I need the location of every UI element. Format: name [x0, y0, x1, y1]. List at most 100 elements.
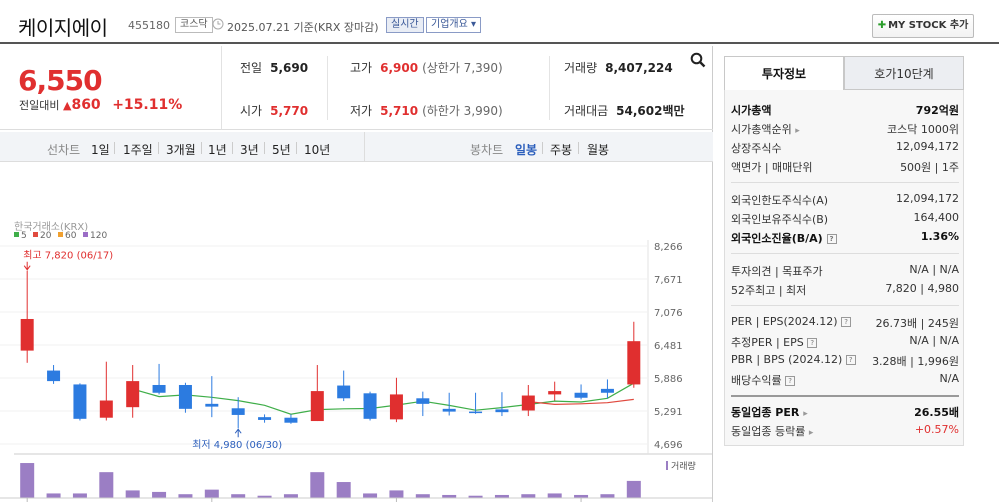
low-label: 저가: [350, 104, 373, 118]
period-3y[interactable]: 3년: [240, 143, 259, 157]
ma-legend-swatch: [14, 232, 19, 237]
plus-icon: ✚: [877, 20, 887, 31]
foreign-limit-row: 외국인한도주식수(A) 12,094,172: [731, 192, 959, 209]
volume-legend-swatch: [666, 461, 668, 470]
help-icon[interactable]: ?: [807, 338, 818, 348]
industry-per-link[interactable]: 동일업종 PER ▸: [731, 404, 808, 420]
candlestick-chart: 한국거래소(KRX) 5 20 60 120 8,266 7,671 7,076 6,481 5,…: [0, 172, 713, 502]
est-per-row: 추정PER | EPS ? N/A | N/A: [731, 334, 959, 351]
volume-label: 거래량: [564, 61, 598, 75]
industry-per-label: 동일업종 PER: [731, 406, 800, 419]
change-percent: +15.11%: [112, 97, 183, 113]
trade-value-label: 거래대금: [564, 104, 609, 118]
volume-cell: 거래량 8,407,224: [564, 59, 673, 76]
high-arrow: [23, 261, 31, 271]
help-icon[interactable]: ?: [841, 317, 852, 327]
candle-body: [469, 411, 483, 414]
date-basis: 2025.07.21 기준(KRX 장마감): [227, 21, 379, 34]
candle-body: [627, 341, 641, 385]
volume-value: 8,407,224: [605, 61, 673, 75]
ma-legend-swatch: [58, 232, 63, 237]
industry-rate-link[interactable]: 동일업종 등락률 ▸: [731, 423, 813, 439]
company-overview-label: 기업개요: [431, 19, 468, 30]
period-10y[interactable]: 10년: [304, 143, 331, 157]
per-row: PER | EPS(2024.12) ? 26.73배 | 245원: [731, 315, 959, 332]
period-1w[interactable]: 1주일: [123, 143, 153, 157]
volume-bar: [46, 493, 61, 498]
chart-svg: 한국거래소(KRX)5 20 60 120 8,266 7,671 7,076 6,481 5,…: [0, 221, 713, 502]
candle-body: [231, 408, 245, 415]
volume-legend-label: 거래량: [671, 460, 696, 472]
shares-row: 상장주식수 12,094,172: [731, 140, 959, 157]
trade-value-unit: 백만: [662, 104, 685, 118]
period-3m[interactable]: 3개월: [166, 143, 196, 157]
mystock-label: MY STOCK 추가: [888, 20, 969, 31]
volume-bar: [363, 493, 378, 498]
low-annotation: 최저 4,980 (06/30): [192, 439, 282, 451]
candle-daily[interactable]: 일봉: [515, 143, 538, 157]
prev-close-cell: 전일 5,690: [240, 59, 308, 76]
help-icon[interactable]: ?: [826, 234, 837, 244]
industry-per-row: 동일업종 PER ▸ 26.55배: [731, 404, 959, 421]
volume-bar: [257, 495, 272, 498]
candle-weekly[interactable]: 주봉: [550, 143, 573, 157]
realtime-button[interactable]: 실시간: [386, 17, 424, 33]
tab-investment-info[interactable]: 투자정보: [724, 56, 844, 90]
prev-close-value: 5,690: [270, 61, 309, 75]
ma20-line: [528, 398, 634, 406]
candle-body: [389, 394, 403, 420]
foreign-limit-value: 12,094,172: [896, 192, 959, 205]
w52-value: 7,820 | 4,980: [885, 282, 959, 295]
investment-info-panel: 투자정보 호가10단계 시가총액 792억원 시가총액순위 ▸ 코스닥 1000…: [724, 56, 964, 446]
candle-body: [416, 398, 430, 404]
dividend-value: N/A: [939, 372, 959, 385]
mystock-add-button[interactable]: ✚ MY STOCK 추가: [872, 14, 974, 38]
opinion-row: 투자의견 | 목표주가 N/A | N/A: [731, 263, 959, 280]
help-icon[interactable]: ?: [845, 355, 856, 365]
company-overview-dropdown[interactable]: 기업개요 ▾: [426, 17, 482, 33]
open-value: 5,770: [270, 104, 309, 118]
face-value-value: 500원 | 1주: [900, 161, 959, 174]
y-tick-label: 4,696: [654, 440, 683, 451]
foreign-hold-label: 외국인보유주식수(B): [731, 213, 829, 226]
open-cell: 시가 5,770: [240, 102, 308, 119]
current-price: 6,550: [18, 64, 103, 97]
shares-value: 12,094,172: [896, 140, 959, 153]
candle-body: [548, 391, 562, 395]
candle-body: [152, 384, 166, 393]
foreign-hold-value: 164,400: [913, 211, 960, 224]
per-label-wrap: PER | EPS(2024.12) ?: [731, 315, 852, 328]
period-5y[interactable]: 5년: [272, 143, 291, 157]
candle-body: [495, 409, 509, 413]
cap-rank-link[interactable]: 시가총액순위 ▸: [731, 121, 800, 137]
caret-right-icon: ▸: [795, 126, 800, 136]
ma-legend-label: 20: [40, 231, 52, 241]
candle-monthly[interactable]: 월봉: [587, 143, 610, 157]
lower-limit: (하한가 3,990): [422, 104, 503, 118]
candle-body: [258, 417, 272, 420]
candle-body: [20, 318, 34, 351]
price-change: 전일대비 ▲860 +15.11%: [19, 97, 182, 113]
candle-body: [99, 400, 113, 418]
candle-body: [363, 393, 377, 419]
volume-bar: [99, 472, 114, 498]
period-1y[interactable]: 1년: [208, 143, 227, 157]
stock-header: 케이지에이 455180 코스닥 2025.07.21 기준(KRX 장마감) …: [0, 0, 999, 44]
y-tick-label: 5,886: [654, 374, 683, 385]
volume-bar: [574, 494, 589, 498]
volume-bar: [468, 495, 483, 498]
company-name: 케이지에이: [18, 16, 108, 40]
y-tick-label: 8,266: [654, 242, 683, 253]
search-icon[interactable]: [690, 52, 706, 71]
face-value-row: 액면가 | 매매단위 500원 | 1주: [731, 159, 959, 176]
volume-bar: [72, 493, 87, 498]
trade-value-cell: 거래대금 54,602백만: [564, 102, 685, 119]
period-1d[interactable]: 1일: [91, 143, 110, 157]
tab-order-book[interactable]: 호가10단계: [844, 56, 964, 90]
candle-body: [73, 384, 87, 419]
ma5-line: [132, 382, 635, 415]
volume-bar: [125, 490, 140, 498]
shares-label: 상장주식수: [731, 142, 782, 155]
help-icon[interactable]: ?: [785, 376, 796, 386]
volume-bar: [231, 494, 246, 498]
